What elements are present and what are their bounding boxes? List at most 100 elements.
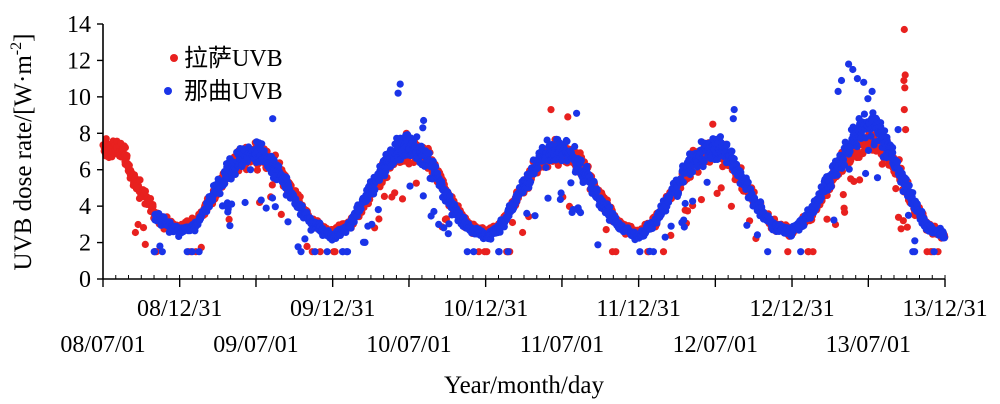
data-point (703, 178, 711, 186)
data-point (216, 190, 224, 198)
data-point (149, 202, 157, 210)
data-point (713, 189, 721, 197)
data-point (323, 248, 331, 256)
data-point (697, 196, 706, 204)
data-point (679, 178, 687, 186)
legend: 拉萨UVB 那曲UVB (164, 45, 283, 105)
data-point (121, 144, 129, 152)
data-point (897, 225, 905, 233)
data-point (445, 220, 453, 228)
data-point (839, 191, 847, 199)
legend-label-lhasa: 拉萨UVB (184, 45, 283, 72)
legend-marker-lhasa (170, 54, 178, 62)
data-point (361, 238, 369, 246)
outlier-point (837, 76, 846, 85)
data-point (470, 248, 478, 256)
data-point (183, 248, 191, 256)
data-point (139, 224, 148, 232)
data-point (612, 248, 620, 256)
x-tick-label-bottom: 13/07/01 (826, 332, 911, 358)
data-point (661, 233, 669, 241)
x-tick-label-bottom: 08/07/01 (60, 332, 145, 358)
data-point (823, 215, 831, 223)
outlier-point (717, 184, 725, 192)
outlier-point (394, 89, 402, 97)
data-point (141, 187, 149, 195)
x-tick-label-bottom: 11/07/01 (520, 332, 604, 358)
data-point (277, 210, 285, 218)
data-point (576, 209, 585, 217)
data-point (430, 207, 438, 216)
y-tick-label: 6 (79, 158, 91, 184)
data-point (425, 149, 433, 157)
data-point (558, 157, 566, 165)
outlier-point (849, 65, 857, 74)
outlier-point (730, 106, 738, 114)
outlier-point (573, 109, 581, 117)
data-point (667, 222, 675, 230)
data-point (602, 226, 610, 234)
data-point (590, 177, 598, 186)
data-point (694, 168, 702, 176)
data-point (343, 248, 352, 256)
outlier-point (729, 115, 737, 123)
data-point (195, 248, 203, 256)
data-point (221, 180, 229, 188)
data-point (258, 140, 266, 148)
data-point (606, 203, 614, 211)
data-point (930, 248, 938, 256)
data-point (262, 204, 270, 212)
outlier-point (834, 87, 842, 95)
data-point (225, 215, 233, 223)
data-point (680, 216, 688, 224)
data-point (257, 196, 265, 204)
data-point (268, 194, 277, 202)
data-point (827, 182, 835, 190)
data-point (519, 228, 527, 237)
outlier-point (853, 75, 862, 83)
data-point (674, 189, 683, 197)
series-layer (99, 25, 949, 256)
data-point (913, 200, 921, 208)
y-axis-title-main: UVB dose rate/[W·m (10, 55, 37, 271)
data-point (860, 110, 869, 118)
data-point (864, 146, 873, 154)
outlier-point (547, 106, 555, 114)
data-point (784, 248, 792, 256)
outlier-point (900, 76, 908, 85)
x-axis-title: Year/month/day (444, 372, 604, 399)
data-point (764, 248, 772, 256)
y-tick-label: 8 (79, 121, 91, 147)
data-point (268, 181, 276, 189)
data-point (413, 133, 421, 141)
y-tick-label: 0 (79, 267, 91, 293)
data-point (727, 202, 736, 210)
data-point (246, 166, 255, 174)
data-point (371, 186, 379, 194)
x-tick-label-bottom: 09/07/01 (213, 332, 298, 358)
data-point (150, 248, 158, 256)
outlier-point (868, 87, 876, 95)
data-point (853, 143, 861, 151)
y-axis-title-sup: -2 (8, 42, 25, 55)
data-point (680, 223, 688, 231)
data-point (667, 231, 675, 239)
data-point (744, 178, 752, 186)
data-point (146, 195, 155, 203)
outlier-point (141, 240, 149, 248)
data-point (681, 199, 689, 208)
x-tick-label-bottom: 12/07/01 (673, 332, 758, 358)
data-point (156, 242, 164, 250)
data-point (881, 127, 889, 135)
data-point (889, 149, 897, 157)
data-point (905, 181, 913, 189)
data-point (412, 179, 420, 187)
data-point (902, 175, 910, 183)
data-point (271, 203, 279, 211)
data-point (475, 248, 483, 256)
data-point (940, 231, 948, 239)
data-point (284, 218, 292, 226)
y-axis-title: UVB dose rate/[W·m-2] (8, 34, 37, 271)
data-point (134, 220, 142, 229)
